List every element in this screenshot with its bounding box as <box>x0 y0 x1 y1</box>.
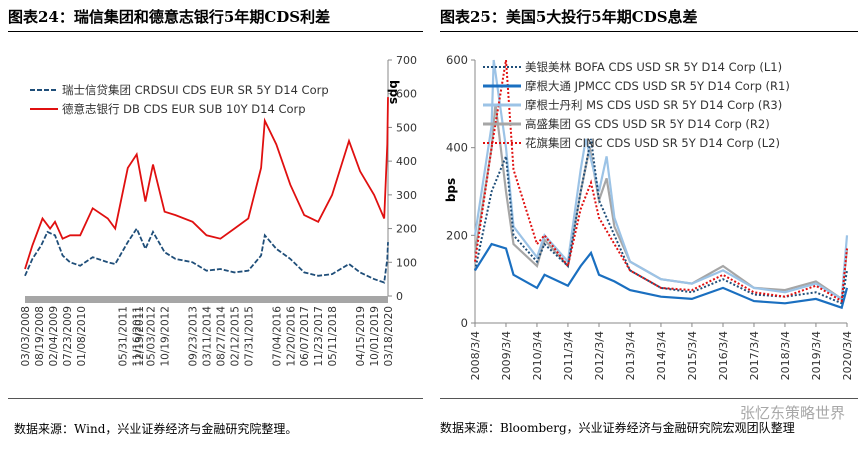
x-tick-label-9: 10/19/2012 <box>160 306 172 367</box>
x-tick-label-13: 02/12/2015 <box>229 306 241 367</box>
left-chart-title: 图表24：瑞信集团和德意志银行5年期CDS利差 <box>8 8 331 26</box>
x-tick-label-22: 03/18/2020 <box>383 306 395 367</box>
right-source-note: 数据来源：Bloomberg，兴业证券经济与金融研究院宏观团队整理 <box>440 421 795 435</box>
y-tick-label-6: 600 <box>396 88 417 101</box>
x-tick-label-20: 04/15/2019 <box>355 306 367 367</box>
right-title-rule <box>440 31 858 32</box>
x-tick-label-11: 03/11/2014 <box>202 306 214 367</box>
x-tick-label-4: 01/08/2010 <box>76 306 88 367</box>
x-tick-label-19: 05/11/2018 <box>327 306 339 367</box>
y-tick-label-1: 200 <box>446 228 468 242</box>
legend-label-4: 花旗集团 CINC CDS USD SR 5Y D14 Corp (L2) <box>525 136 780 150</box>
x-tick-label-3: 2011/3/4 <box>562 331 575 380</box>
x-tick-label-4: 2012/3/4 <box>593 331 606 380</box>
legend-label-1: 摩根大通 JPMCC CDS USD SR 5Y D14 Corp (R1) <box>525 79 790 93</box>
series-line-1 <box>474 242 849 310</box>
x-tick-label-1: 08/19/2008 <box>34 306 46 367</box>
right-source-rule <box>440 398 858 399</box>
x-tick-label-11: 2019/3/4 <box>810 331 823 380</box>
x-tick-label-15: 07/04/2016 <box>271 306 283 367</box>
x-tick-label-10: 2018/3/4 <box>779 331 792 380</box>
x-tick-label-14: 07/31/2015 <box>243 306 255 367</box>
y-tick-label-5: 500 <box>396 121 417 134</box>
left-source-rule <box>8 398 423 399</box>
series-line-3 <box>473 103 849 301</box>
x-tick-label-7: 2015/3/4 <box>686 331 699 380</box>
x-tick-label-3: 07/23/2009 <box>62 306 74 367</box>
x-tick-label-9: 2017/3/4 <box>748 331 761 380</box>
y-tick-label-2: 400 <box>446 141 468 155</box>
x-tick-label-8: 05/03/2012 <box>146 306 158 367</box>
legend-label-0: 美银美林 BOFA CDS USD SR 5Y D14 Corp (L1) <box>525 60 782 74</box>
legend-label-2: 摩根士丹利 MS CDS USD SR 5Y D14 Corp (R3) <box>525 98 782 112</box>
left-chart: 0 100 200 300 400 500 600 700 bps 03/03/2008 08/19… <box>20 54 417 367</box>
x-tick-label-12: 2020/3/4 <box>841 331 854 380</box>
x-tick-label-17: 06/07/2017 <box>299 306 311 367</box>
legend-label-3: 高盛集团 GS CDS USD SR 5Y D14 Corp (R2) <box>525 117 770 131</box>
x-tick-label-18: 11/23/2017 <box>313 306 325 367</box>
y-tick-label-1: 100 <box>396 256 417 269</box>
x-tick-label-5: 12/13/2011 <box>134 306 146 367</box>
x-tick-label-7: 11/16/2011 <box>132 306 144 367</box>
series-line-4 <box>474 59 848 303</box>
x-tick-label-0: 03/03/2008 <box>20 306 32 367</box>
x-tick-label-2: 2010/3/4 <box>531 331 544 380</box>
x-tick-label-16: 12/20/2016 <box>285 306 297 367</box>
series-line-1 <box>24 97 389 270</box>
y-tick-label-0: 0 <box>396 290 403 303</box>
right-chart-title: 图表25：美国5大投行5年期CDS息差 <box>440 8 698 26</box>
legend-label-1: 德意志银行 DB CDS EUR SUB 10Y D14 Corp <box>62 102 306 116</box>
wechat-watermark: 张忆东策略世界 <box>739 404 845 422</box>
x-tick-label-6: 05/31/2011 <box>118 306 130 367</box>
x-tick-label-21: 10/01/2019 <box>369 306 381 367</box>
legend-label-0: 瑞士信贷集团 CRDSUI CDS EUR SR 5Y D14 Corp <box>62 83 329 97</box>
series-line-2 <box>473 59 849 301</box>
y-axis-label: bps <box>387 80 401 104</box>
left-source-note: 数据来源：Wind，兴业证券经济与金融研究院整理。 <box>14 422 298 436</box>
x-tick-label-12: 08/27/2014 <box>215 306 227 367</box>
series-line-0 <box>24 226 389 284</box>
y-tick-label-4: 400 <box>396 155 417 168</box>
y-tick-label-2: 200 <box>396 223 417 236</box>
right-chart: 0 200 400 600 bps 2008/3/4 2009/3/4 2010/3/4 201… <box>444 53 854 380</box>
y-tick-label-3: 600 <box>446 53 468 67</box>
x-tick-label-6: 2014/3/4 <box>655 331 668 380</box>
y-tick-label-3: 300 <box>396 189 417 202</box>
x-tick-label-10: 09/23/2013 <box>188 306 200 367</box>
y-tick-label-7: 700 <box>396 54 417 67</box>
x-tick-label-5: 2013/3/4 <box>624 331 637 380</box>
y-axis-label: bps <box>444 178 458 202</box>
x-tick-label-2: 02/04/2009 <box>48 306 60 367</box>
x-axis-band <box>25 296 388 303</box>
x-tick-label-1: 2009/3/4 <box>500 331 513 380</box>
x-tick-label-8: 2016/3/4 <box>717 331 730 380</box>
left-title-rule <box>8 31 423 32</box>
y-tick-label-0: 0 <box>461 316 468 330</box>
x-tick-label-0: 2008/3/4 <box>469 331 482 380</box>
